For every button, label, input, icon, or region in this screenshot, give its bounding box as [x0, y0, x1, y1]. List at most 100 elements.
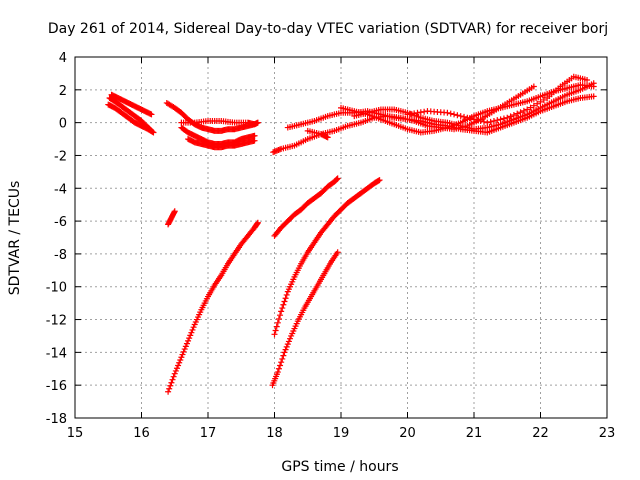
y-tick-label: -10: [46, 281, 67, 296]
data-point: [454, 112, 461, 119]
data-point: [281, 349, 288, 356]
data-point: [279, 355, 286, 362]
data-point: [277, 362, 284, 369]
data-point: [590, 80, 597, 87]
data-point: [187, 332, 194, 339]
axis-ticks: 15 16 17 18 19 20 21 22 23-18-16-14-12-10-8-6-4-…: [46, 51, 616, 441]
data-point: [520, 107, 527, 114]
series-arc-17: [404, 73, 591, 126]
data-point: [461, 113, 468, 120]
data-point: [190, 324, 197, 331]
series-arc-10: [269, 249, 341, 389]
x-tick-label: 18: [266, 426, 283, 441]
data-point: [497, 116, 504, 123]
data-point: [283, 343, 290, 350]
data-point: [169, 376, 176, 383]
y-tick-label: -18: [46, 412, 67, 427]
data-point: [280, 352, 287, 359]
data-point: [150, 129, 157, 136]
x-tick-label: 15: [67, 426, 84, 441]
data-point: [167, 382, 174, 389]
y-tick-label: -6: [54, 215, 67, 230]
data-point: [527, 104, 534, 111]
data-point: [278, 359, 285, 366]
x-tick-label: 19: [333, 426, 350, 441]
data-point: [148, 111, 155, 118]
data-point: [251, 121, 258, 128]
chart-title: Day 261 of 2014, Sidereal Day-to-day VTE…: [48, 21, 608, 37]
data-point: [590, 93, 597, 100]
y-tick-label: -12: [46, 314, 67, 329]
series-arc-6: [185, 136, 258, 151]
data-point: [281, 298, 288, 305]
data-point: [447, 110, 454, 117]
data-point: [474, 117, 481, 124]
data-point: [285, 338, 292, 345]
data-points: [105, 73, 597, 395]
data-point: [471, 116, 477, 123]
data-point: [274, 319, 281, 326]
data-point: [324, 134, 331, 141]
data-point: [280, 301, 287, 308]
data-point: [490, 117, 497, 124]
data-point: [487, 118, 494, 125]
x-tick-label: 23: [599, 426, 616, 441]
data-point: [254, 219, 261, 226]
data-point: [334, 175, 341, 182]
data-point: [514, 110, 521, 117]
data-point: [251, 137, 258, 144]
y-tick-label: 0: [59, 117, 67, 132]
data-point: [254, 119, 261, 126]
data-point: [186, 335, 193, 342]
data-point: [284, 341, 291, 348]
y-tick-label: -4: [54, 182, 67, 197]
y-tick-label: -2: [54, 149, 67, 164]
x-tick-label: 22: [532, 426, 549, 441]
data-point: [278, 308, 285, 315]
x-tick-label: 21: [466, 426, 483, 441]
y-axis-label: SDTVAR / TECUs: [7, 181, 23, 296]
data-point: [507, 113, 514, 120]
data-point: [484, 119, 491, 126]
data-point: [172, 367, 179, 374]
data-point: [180, 348, 187, 355]
data-point: [287, 335, 294, 342]
x-axis-label: GPS time / hours: [281, 459, 398, 475]
data-point: [494, 117, 501, 124]
data-point: [464, 114, 471, 121]
series-arc-16: [351, 80, 597, 133]
x-tick-label: 20: [399, 426, 416, 441]
data-point: [175, 362, 182, 369]
data-point: [176, 359, 183, 366]
data-point: [530, 102, 537, 109]
data-point: [183, 340, 190, 347]
data-point: [282, 346, 289, 353]
data-point: [275, 365, 282, 372]
series-arc-4: [163, 99, 261, 134]
y-tick-label: -16: [46, 379, 67, 394]
y-tick-label: -14: [46, 346, 67, 361]
data-point: [500, 115, 507, 122]
data-point: [279, 305, 286, 312]
data-point: [537, 98, 544, 105]
data-point: [273, 323, 280, 330]
y-tick-label: 2: [59, 84, 67, 99]
data-point: [584, 76, 591, 83]
data-point: [480, 118, 487, 125]
series-arc-18: [304, 127, 331, 141]
data-point: [170, 373, 177, 380]
series-arc-3: [108, 91, 155, 118]
data-point: [277, 312, 284, 319]
data-point: [275, 315, 282, 322]
series-arc-12: [271, 175, 341, 239]
data-point: [524, 106, 531, 113]
data-point: [282, 295, 289, 302]
data-point: [188, 329, 195, 336]
data-point: [451, 111, 458, 118]
data-point: [177, 357, 184, 364]
series-arc-2: [105, 101, 157, 136]
data-point: [189, 326, 196, 333]
data-point: [182, 343, 189, 350]
data-point: [457, 113, 464, 120]
